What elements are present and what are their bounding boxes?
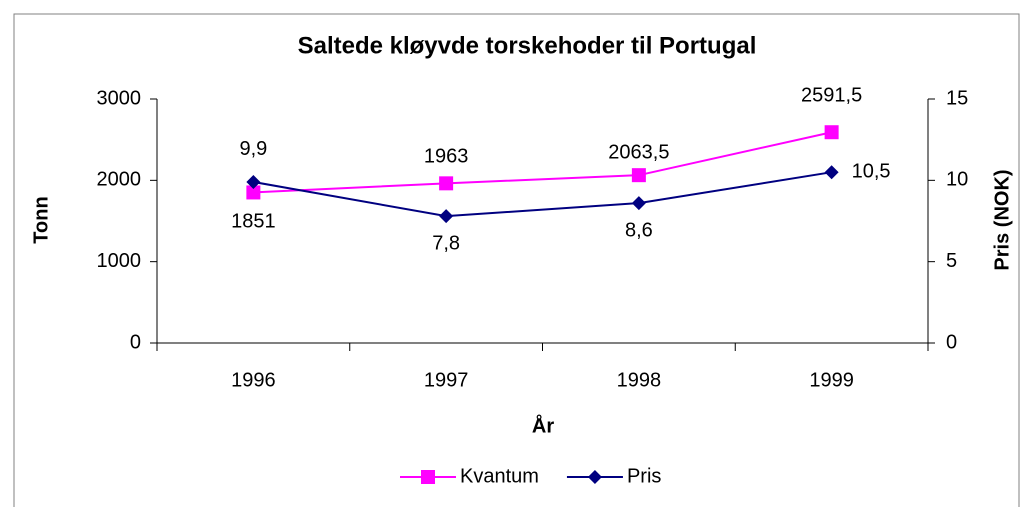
marker (246, 185, 261, 200)
x-tick-label: 1997 (424, 369, 469, 391)
legend-label: Pris (627, 465, 661, 487)
legend-label: Kvantum (460, 465, 539, 487)
marker (439, 176, 454, 191)
x-tick-label: 1996 (231, 369, 276, 391)
y2-axis-title: Pris (NOK) (991, 169, 1013, 270)
y-tick-label: 0 (130, 331, 141, 353)
x-tick-label: 1998 (617, 369, 662, 391)
marker (824, 125, 839, 140)
data-label: 2591,5 (801, 85, 862, 107)
legend-marker (587, 470, 602, 484)
marker (631, 196, 646, 211)
data-label: 1963 (424, 146, 469, 168)
series-line (253, 131, 832, 194)
x-tick-label: 1999 (809, 369, 854, 391)
y2-tick-label: 15 (946, 87, 968, 109)
legend-marker (421, 470, 435, 484)
marker (246, 174, 261, 189)
chart-frame (13, 13, 1020, 507)
marker (631, 168, 646, 183)
y2-tick-label: 10 (946, 169, 968, 191)
y-axis-title: Tonn (30, 196, 52, 243)
data-label: 1851 (231, 211, 276, 233)
x-axis-title: År (532, 413, 554, 437)
chart-title: Saltede kløyvde torskehoder til Portugal (298, 32, 757, 59)
series-line (253, 171, 832, 218)
y2-tick-label: 0 (946, 331, 957, 353)
marker (439, 209, 454, 224)
y-tick-label: 1000 (97, 250, 142, 272)
marker (824, 165, 839, 180)
data-label: 7,8 (432, 232, 460, 254)
data-label: 8,6 (625, 219, 653, 241)
data-label: 2063,5 (608, 141, 669, 163)
data-label: 9,9 (239, 138, 267, 160)
data-label: 10,5 (852, 160, 891, 182)
y-tick-label: 2000 (97, 169, 142, 191)
y2-tick-label: 5 (946, 250, 957, 272)
y-tick-label: 3000 (97, 87, 142, 109)
